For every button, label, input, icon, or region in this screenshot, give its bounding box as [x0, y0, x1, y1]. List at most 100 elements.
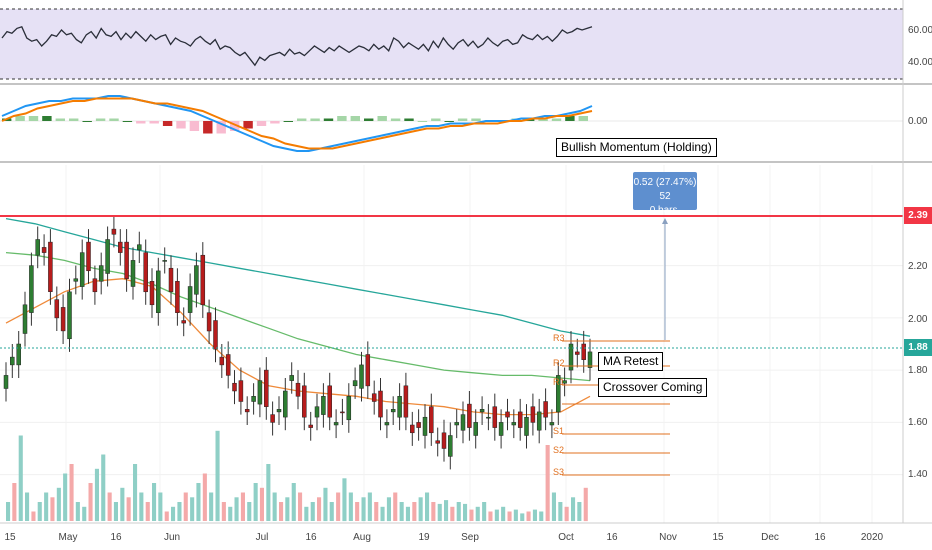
candle-body — [581, 343, 586, 360]
price-tick-2-20: 2.20 — [908, 261, 928, 272]
volume-bar — [12, 483, 17, 521]
volume-bar — [583, 487, 588, 522]
volume-bar — [571, 497, 576, 522]
volume-bar — [63, 473, 68, 521]
candle-body — [175, 281, 180, 313]
candlesticks — [3, 216, 593, 470]
volume-bar — [247, 502, 252, 521]
macd-histogram-bar — [471, 118, 481, 121]
volume-bar — [126, 497, 131, 522]
volume-bar — [202, 473, 207, 521]
bullish-momentum-label[interactable]: Bullish Momentum (Holding) — [556, 138, 717, 157]
candle-body — [562, 380, 567, 384]
candle-body — [321, 396, 326, 415]
volume-bar — [444, 500, 449, 521]
time-axis-label: Dec — [761, 532, 779, 543]
volume-bar — [488, 511, 493, 521]
candle-body — [219, 356, 225, 366]
candle-body — [111, 228, 117, 235]
measure-label[interactable]: 0.52 (27.47%) 52 0 bars, — [633, 172, 697, 216]
measure-line-2: 0 bars, — [649, 205, 681, 216]
macd-histogram-bar — [323, 118, 334, 121]
candle-body — [225, 354, 231, 376]
macd-histogram-bar — [377, 116, 387, 121]
candle-body — [549, 422, 555, 426]
volume-bar — [310, 502, 315, 521]
macd-signal-line — [1, 97, 593, 150]
candle-body — [10, 356, 15, 366]
candle-body — [60, 307, 66, 332]
crossover-coming-label[interactable]: Crossover Coming — [598, 378, 708, 397]
volume-bar — [152, 483, 157, 521]
volume-bar — [374, 502, 379, 521]
volume-bars — [6, 430, 588, 522]
volume-bar — [69, 464, 74, 521]
candle-body — [29, 265, 34, 313]
candle-body — [340, 411, 345, 414]
candle-body — [416, 422, 421, 428]
time-axis-label: 16 — [814, 532, 826, 543]
volume-bar — [221, 502, 226, 521]
volume-bar — [279, 502, 284, 521]
time-axis-label: 15 — [4, 532, 16, 543]
candle-body — [359, 364, 364, 389]
volume-bar — [399, 502, 404, 521]
current-price-badge: 1.88 — [904, 339, 932, 356]
price-grid — [0, 165, 903, 523]
candle-body — [543, 401, 548, 418]
resistance-price-badge: 2.39 — [904, 207, 932, 224]
ma-retest-label[interactable]: MA Retest — [598, 352, 664, 371]
candle-body — [137, 244, 142, 251]
time-axis-label: 15 — [712, 532, 724, 543]
candle-body — [130, 260, 136, 287]
time-axis[interactable]: 15 May 16 Jun Jul 16 Aug 19 Sep Oct 16 Nov 15 Dec 16 20… — [4, 532, 883, 543]
volume-bar — [94, 468, 99, 522]
volume-bar — [88, 483, 93, 521]
candle-body — [67, 291, 72, 340]
candle-body — [467, 403, 472, 428]
candle-body — [524, 416, 529, 436]
rsi-tick-40: 40.00 — [908, 57, 932, 68]
macd-pane: 0.00 — [0, 95, 928, 152]
candle-body — [378, 390, 383, 418]
macd-histogram-bar — [136, 121, 146, 124]
volume-bar — [44, 492, 49, 521]
volume-bar — [177, 502, 182, 521]
volume-bar — [501, 506, 506, 522]
volume-bar — [298, 492, 303, 521]
price-pane: R3 R2 R1 S1 S2 S3 2.20 2.00 1.80 1.60 1.40 — [0, 165, 928, 523]
volume-bar — [317, 497, 322, 522]
macd-histogram-bar — [565, 116, 575, 121]
macd-histogram-bar — [404, 118, 414, 121]
pivot-level-label: S1 — [553, 426, 564, 436]
candle-body — [352, 380, 358, 387]
macd-histogram-bar — [109, 118, 119, 121]
macd-histogram-bar — [243, 121, 253, 129]
candle-body — [492, 406, 498, 428]
candle-body — [308, 424, 313, 428]
candle-body — [22, 304, 28, 334]
pivot-level-label: R2 — [553, 358, 565, 368]
volume-bar — [37, 502, 42, 521]
measure-arrow-icon — [662, 218, 668, 224]
volume-bar — [342, 478, 347, 522]
time-axis-label: Jun — [164, 532, 180, 543]
measure-line-1: 0.52 (27.47%) 52 — [633, 177, 697, 202]
macd-histogram-bar — [578, 116, 588, 121]
candle-body — [568, 343, 574, 371]
pivot-level-label: S3 — [553, 467, 564, 477]
price-tick-1-80: 1.80 — [908, 365, 928, 376]
candle-body — [143, 252, 148, 293]
candle-body — [181, 320, 186, 324]
candle-body — [397, 396, 402, 418]
volume-bar — [323, 487, 328, 522]
macd-histogram — [2, 116, 588, 134]
macd-histogram-bar — [95, 118, 106, 121]
macd-histogram-bar — [538, 118, 548, 121]
candle-body — [276, 409, 282, 413]
volume-bar — [418, 497, 423, 522]
pivot-levels: R3 R2 R1 S1 S2 S3 — [553, 333, 670, 477]
volume-bar — [120, 487, 125, 522]
candle-body — [289, 375, 294, 381]
